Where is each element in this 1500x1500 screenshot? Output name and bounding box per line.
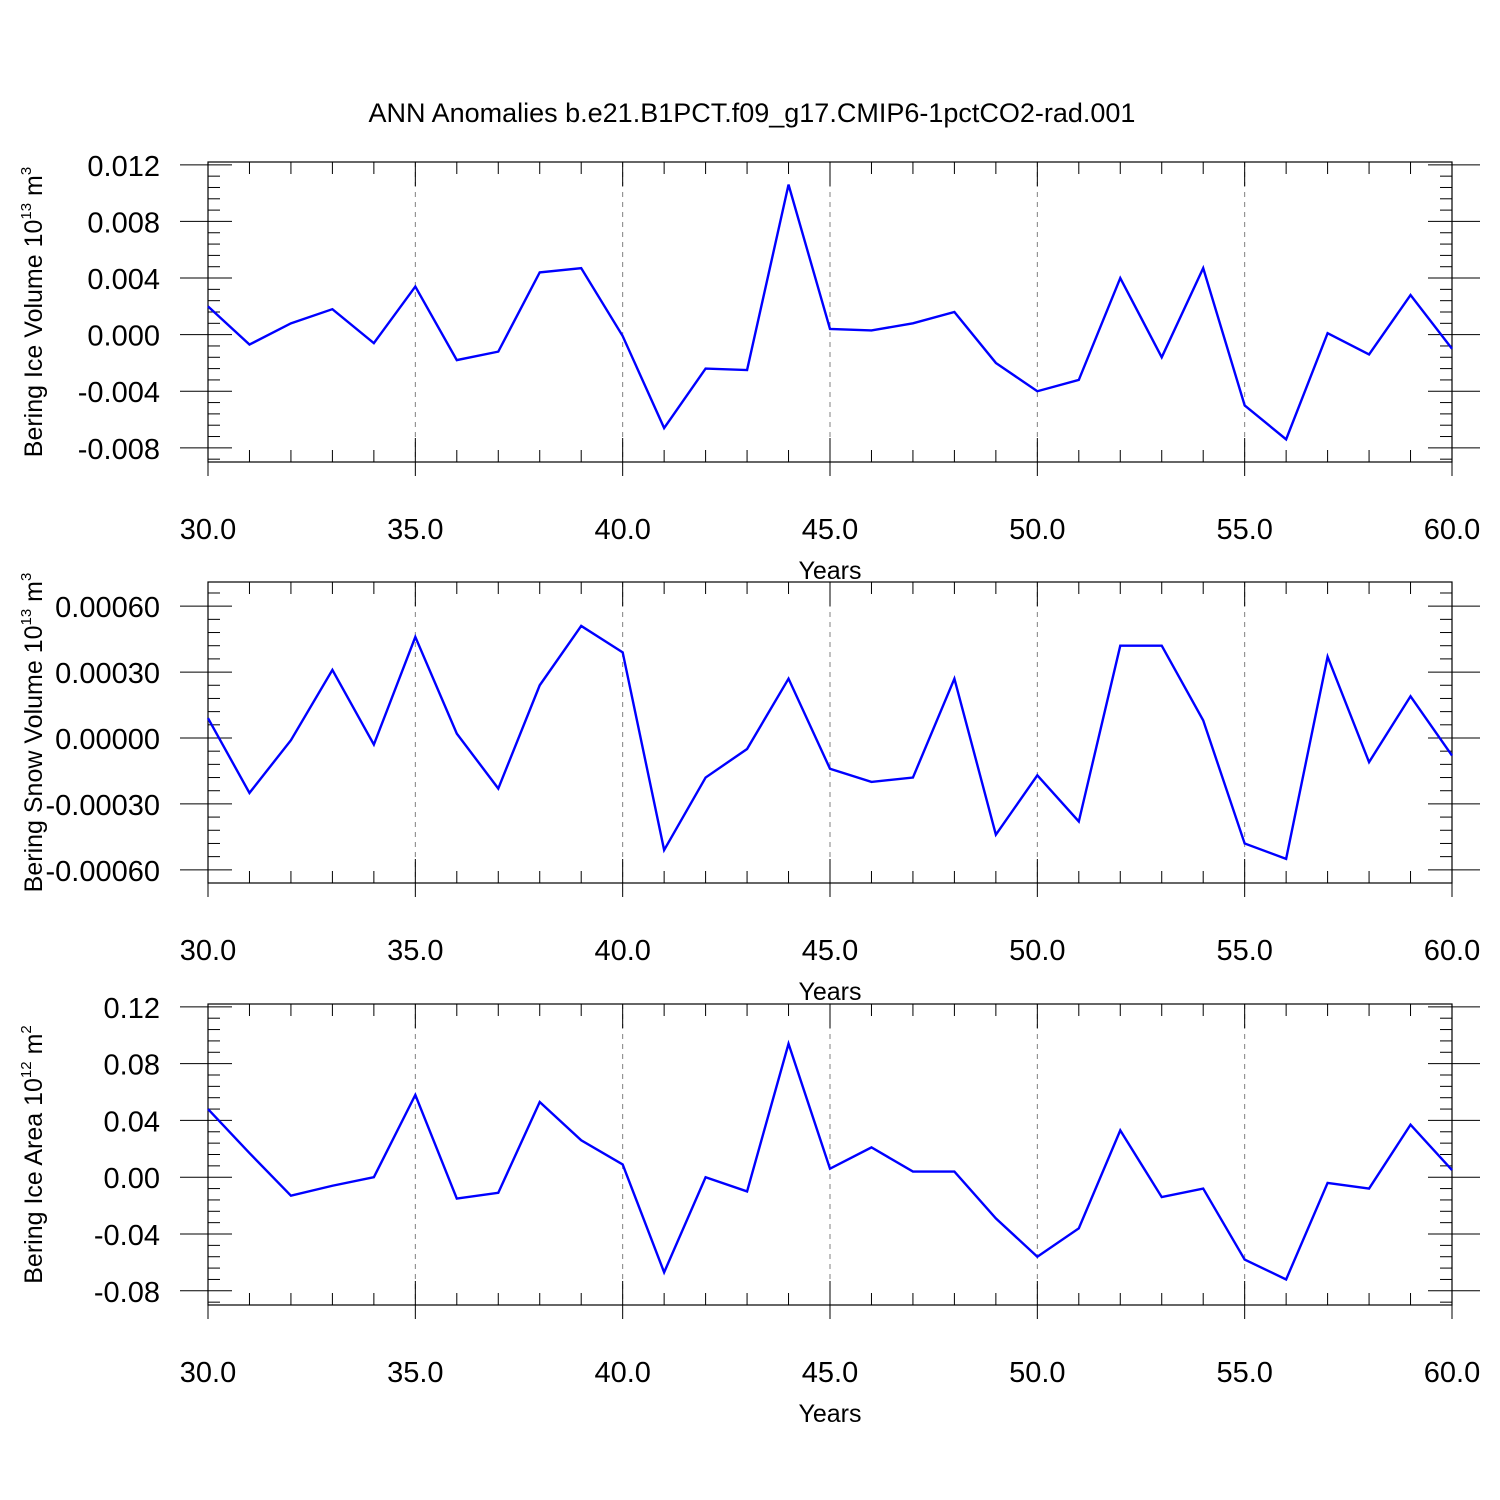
y-axis-title-part: 2 (18, 1025, 35, 1033)
series-line (207, 1039, 1453, 1282)
y-tick-label: -0.004 (78, 377, 160, 409)
y-axis-title: Bering Ice Volume 1013 m3 (18, 167, 48, 457)
x-tick-label: 60.0 (1424, 514, 1480, 546)
x-tick-label: 55.0 (1216, 514, 1272, 546)
x-tick-label: 30.0 (180, 935, 236, 967)
x-tick-label: 45.0 (802, 514, 858, 546)
series-line (206, 624, 1453, 861)
y-axis-title-part: m (20, 175, 48, 203)
x-axis-title: Years (798, 557, 861, 585)
y-axis-title-part: Bering Ice Volume 10 (20, 220, 48, 458)
y-axis-title: Bering Ice Area 1012 m2 (18, 1025, 48, 1284)
x-tick-label: 30.0 (180, 1357, 236, 1389)
x-tick-label: 45.0 (802, 1357, 858, 1389)
y-tick-label: 0.08 (104, 1050, 160, 1082)
chart-panel-2: -0.00060 -0.00030 0.00000 0.00030 0.00060 30.… (18, 573, 1480, 1006)
chart-title: ANN Anomalies b.e21.B1PCT.f09_g17.CMIP6-… (369, 98, 1136, 128)
chart-panel-3: -0.08 -0.04 0.00 0.04 0.08 0.12 30.0 35.0 40.0 45… (18, 993, 1480, 1428)
x-axis-title: Years (798, 978, 861, 1006)
y-tick-label: 0.000 (87, 321, 160, 353)
y-tick-label: 0.12 (104, 993, 160, 1025)
y-axis-title-part: m (20, 1034, 48, 1062)
y-tick-label: 0.04 (104, 1106, 160, 1138)
y-axis-title-part: 13 (18, 609, 35, 626)
y-tick-label: -0.00030 (46, 790, 161, 822)
y-tick-label: 0.00060 (55, 592, 160, 624)
x-tick-label: 60.0 (1424, 935, 1480, 967)
y-tick-label: 0.00030 (55, 658, 160, 690)
x-tick-label: 35.0 (387, 1357, 443, 1389)
x-tick-label: 35.0 (387, 514, 443, 546)
y-tick-label: -0.08 (94, 1277, 160, 1309)
x-tick-label: 30.0 (180, 514, 236, 546)
y-tick-label: 0.00000 (55, 724, 160, 756)
y-tick-label: -0.008 (78, 434, 160, 466)
y-axis-title-part: 13 (18, 203, 35, 220)
x-tick-label: 45.0 (802, 935, 858, 967)
y-tick-label: 0.00 (104, 1163, 160, 1195)
x-axis-title: Years (798, 1400, 861, 1428)
x-tick-label: 40.0 (594, 514, 650, 546)
y-axis-title-part: 3 (18, 573, 35, 581)
y-tick-label: -0.00060 (46, 856, 161, 888)
y-tick-label: 0.004 (87, 264, 160, 296)
y-axis-title: Bering Snow Volume 1013 m3 (18, 573, 48, 893)
x-tick-label: 55.0 (1216, 935, 1272, 967)
panels: -0.008 -0.004 0.000 0.004 0.008 0.012 30.0 35.0… (18, 151, 1480, 1428)
x-tick-label: 40.0 (594, 935, 650, 967)
y-axis-title-part: Bering Ice Area 10 (20, 1078, 48, 1284)
y-tick-label: -0.04 (94, 1220, 160, 1252)
y-axis-title-part: 3 (18, 167, 35, 175)
x-tick-label: 35.0 (387, 935, 443, 967)
y-tick-label: 0.012 (87, 151, 160, 183)
chart-panel-1: -0.008 -0.004 0.000 0.004 0.008 0.012 30.0 35.0… (18, 151, 1480, 585)
y-axis-title-part: Bering Snow Volume 10 (20, 625, 48, 892)
y-axis-title-part: 12 (18, 1061, 35, 1078)
y-axis-title-part: m (20, 581, 48, 609)
x-tick-label: 50.0 (1009, 935, 1065, 967)
x-tick-label: 60.0 (1424, 1357, 1480, 1389)
x-tick-label: 50.0 (1009, 1357, 1065, 1389)
series-line (207, 184, 1453, 442)
x-tick-label: 55.0 (1216, 1357, 1272, 1389)
y-tick-label: 0.008 (87, 207, 160, 239)
x-tick-label: 50.0 (1009, 514, 1065, 546)
x-tick-label: 40.0 (594, 1357, 650, 1389)
